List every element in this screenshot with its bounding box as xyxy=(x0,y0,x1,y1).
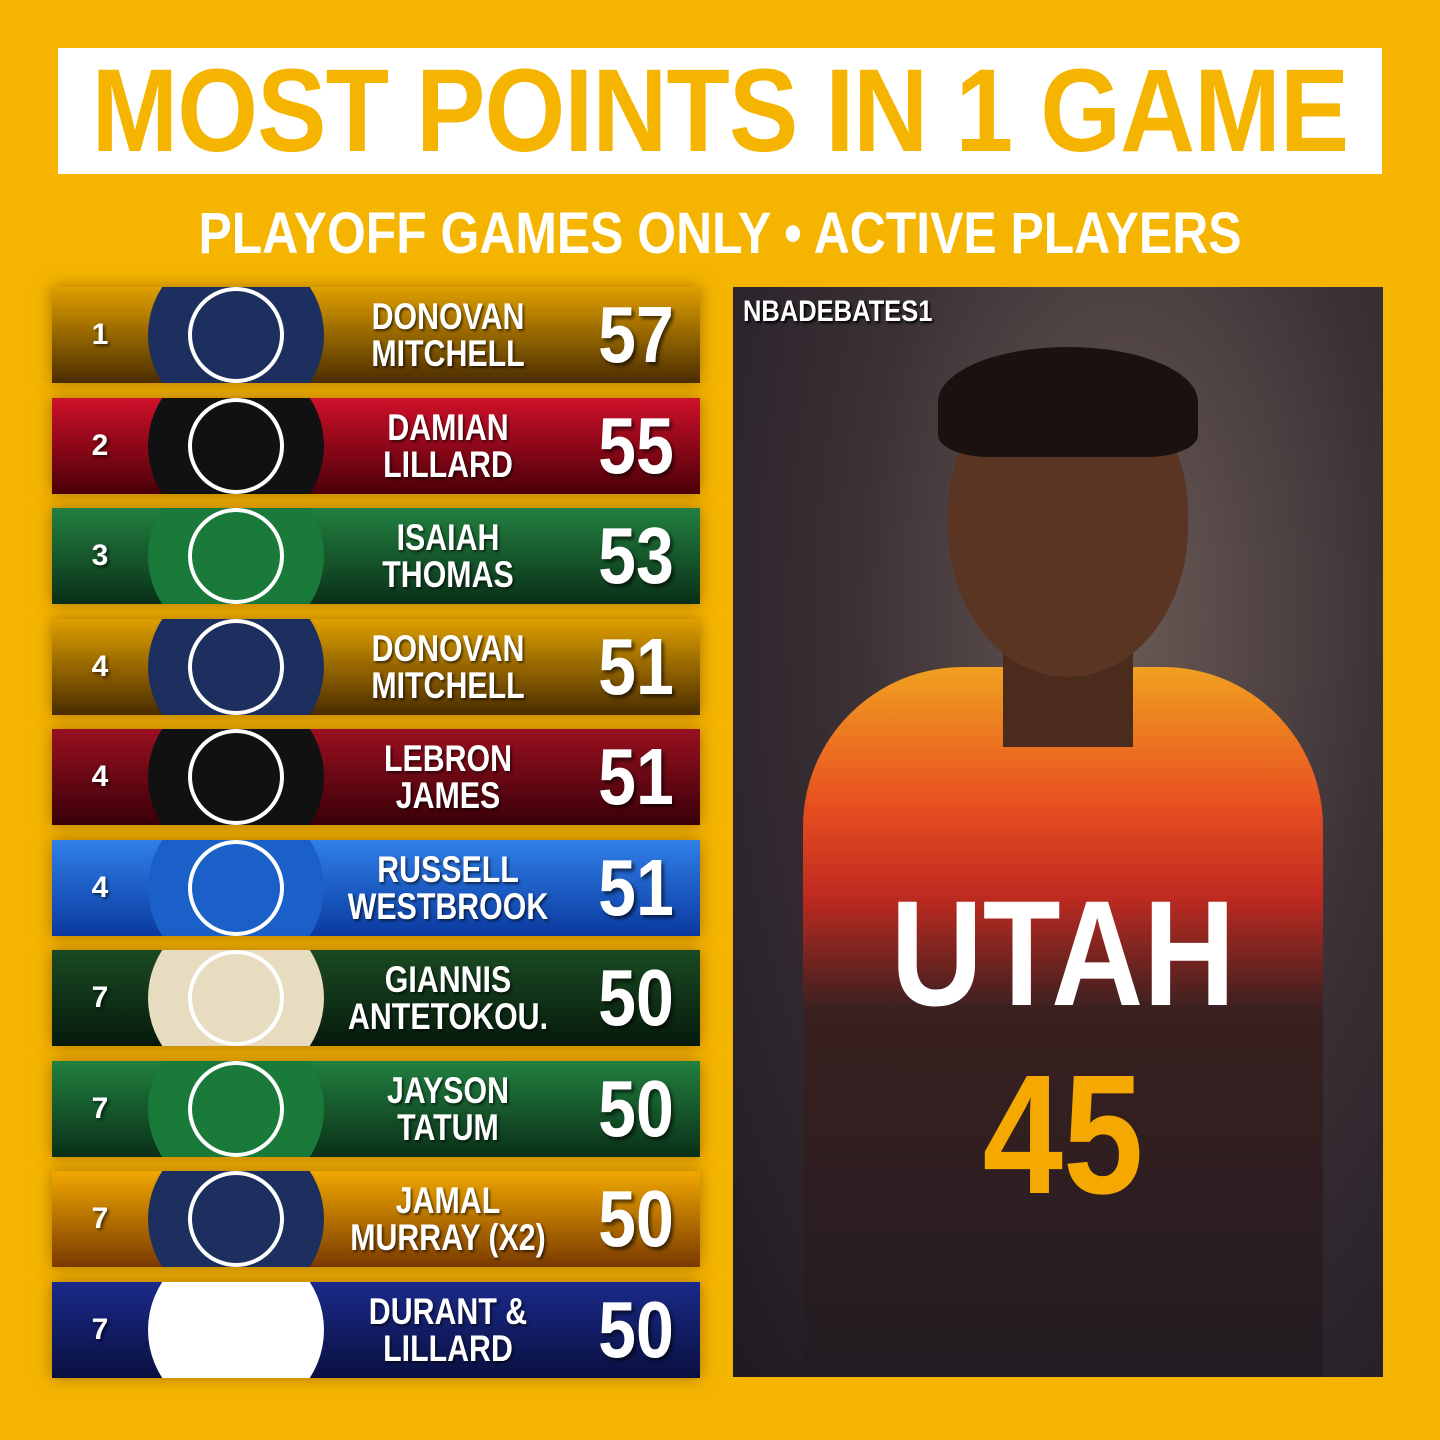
leaderboard-row: 1 DONOVAN MITCHELL 57 xyxy=(52,287,700,383)
name-line-2: LILLARD xyxy=(383,443,513,485)
name-line-1: GIANNIS xyxy=(384,959,512,1000)
celtics-logo-icon xyxy=(148,1060,324,1157)
leaderboard-row: 7 GIANNIS ANTETOKOU. 50 xyxy=(52,950,700,1046)
page-title: MOST POINTS IN 1 GAME xyxy=(91,45,1349,177)
leaderboard-row: 2 DAMIAN LILLARD 55 xyxy=(52,397,700,494)
nuggets-logo-icon xyxy=(148,1171,324,1267)
name-line-2: ANTETOKOU. xyxy=(347,996,549,1037)
rank: 7 xyxy=(91,1312,109,1346)
player-name: DONOVAN MITCHELL xyxy=(346,630,549,704)
logo-emblem xyxy=(188,1060,284,1157)
name-line-1: RUSSELL xyxy=(377,848,519,890)
rank: 2 xyxy=(91,428,109,462)
rank: 7 xyxy=(91,1202,109,1235)
name-line-2: MURRAY (X2) xyxy=(350,1217,546,1258)
points: 51 xyxy=(598,621,674,711)
leaderboard-row: 4 LEBRON JAMES 51 xyxy=(52,729,700,825)
celtics-logo-icon xyxy=(148,508,324,604)
points: 55 xyxy=(598,400,674,490)
points: 53 xyxy=(598,511,674,600)
trail-blazers-logo-icon xyxy=(148,397,324,494)
name-line-1: LEBRON xyxy=(383,738,513,779)
rank: 4 xyxy=(91,760,109,793)
player-name: JAMAL MURRAY (X2) xyxy=(346,1182,549,1256)
rank: 7 xyxy=(91,1091,109,1125)
player-name: GIANNIS ANTETOKOU. xyxy=(346,961,549,1035)
rank: 4 xyxy=(91,649,109,683)
player-name: ISAIAH THOMAS xyxy=(346,519,549,593)
cavaliers-logo-icon xyxy=(148,729,324,825)
logo-emblem xyxy=(188,839,284,936)
jersey-text: UTAH xyxy=(890,869,1236,1037)
title-banner: MOST POINTS IN 1 GAME xyxy=(58,45,1382,177)
player-name: JAYSON TATUM xyxy=(346,1072,549,1146)
logo-emblem xyxy=(188,508,284,604)
name-line-1: JAYSON xyxy=(386,1069,509,1111)
leaderboard-row: 4 RUSSELL WESTBROOK 51 xyxy=(52,839,700,936)
leaderboard-row: 4 DONOVAN MITCHELL 51 xyxy=(52,618,700,715)
points: 51 xyxy=(598,842,674,932)
name-line-1: JAMAL xyxy=(395,1180,501,1221)
name-line-2: TATUM xyxy=(397,1106,499,1148)
leaderboard-row: 7 JAYSON TATUM 50 xyxy=(52,1060,700,1157)
rank: 4 xyxy=(91,870,109,904)
name-line-1: DURANT & xyxy=(368,1290,528,1332)
leaderboard-row: 7 JAMAL MURRAY (X2) 50 xyxy=(52,1171,700,1267)
leaderboard-row: 3 ISAIAH THOMAS 53 xyxy=(52,508,700,604)
player-name: RUSSELL WESTBROOK xyxy=(346,851,549,925)
player-name: DAMIAN LILLARD xyxy=(346,409,549,483)
jazz-logo-icon xyxy=(148,618,324,715)
thunder-logo-icon xyxy=(148,839,324,936)
points: 51 xyxy=(598,732,674,821)
leaderboard-row: 7 DURANT & LILLARD 50 xyxy=(52,1281,700,1378)
name-line-2: MITCHELL xyxy=(371,664,525,706)
player-photo: UTAH 45 NBADEBATES1 xyxy=(733,287,1383,1377)
watermark: NBADEBATES1 xyxy=(743,295,933,328)
jazz-logo-icon xyxy=(148,287,324,383)
player-name: DURANT & LILLARD xyxy=(346,1293,549,1367)
name-line-2: JAMES xyxy=(395,775,501,816)
subtitle: PLAYOFF GAMES ONLY • ACTIVE PLAYERS xyxy=(198,201,1242,266)
name-line-1: ISAIAH xyxy=(396,517,500,558)
jersey-number: 45 xyxy=(982,1040,1144,1230)
points: 57 xyxy=(598,290,674,379)
logo-emblem xyxy=(188,1281,284,1378)
name-line-2: MITCHELL xyxy=(371,333,525,374)
points: 50 xyxy=(598,1063,674,1153)
logo-emblem xyxy=(188,950,284,1046)
points: 50 xyxy=(598,953,674,1042)
logo-emblem xyxy=(188,729,284,825)
nba-logo-icon xyxy=(148,1281,324,1378)
points: 50 xyxy=(598,1284,674,1374)
hair xyxy=(938,347,1198,457)
logo-emblem xyxy=(188,1171,284,1267)
rank: 1 xyxy=(91,318,109,351)
points: 50 xyxy=(598,1174,674,1263)
player-name: DONOVAN MITCHELL xyxy=(346,298,549,372)
name-line-2: THOMAS xyxy=(382,554,514,595)
player-name: LEBRON JAMES xyxy=(346,740,549,814)
name-line-2: LILLARD xyxy=(383,1327,513,1369)
logo-emblem xyxy=(188,397,284,494)
logo-emblem xyxy=(188,287,284,383)
logo-emblem xyxy=(188,618,284,715)
name-line-1: DONOVAN xyxy=(371,627,525,669)
rank: 7 xyxy=(91,981,109,1014)
name-line-2: WESTBROOK xyxy=(347,885,549,927)
bucks-logo-icon xyxy=(148,950,324,1046)
rank: 3 xyxy=(91,539,109,572)
jersey xyxy=(803,667,1323,1377)
name-line-1: DAMIAN xyxy=(387,406,509,448)
name-line-1: DONOVAN xyxy=(371,296,525,337)
